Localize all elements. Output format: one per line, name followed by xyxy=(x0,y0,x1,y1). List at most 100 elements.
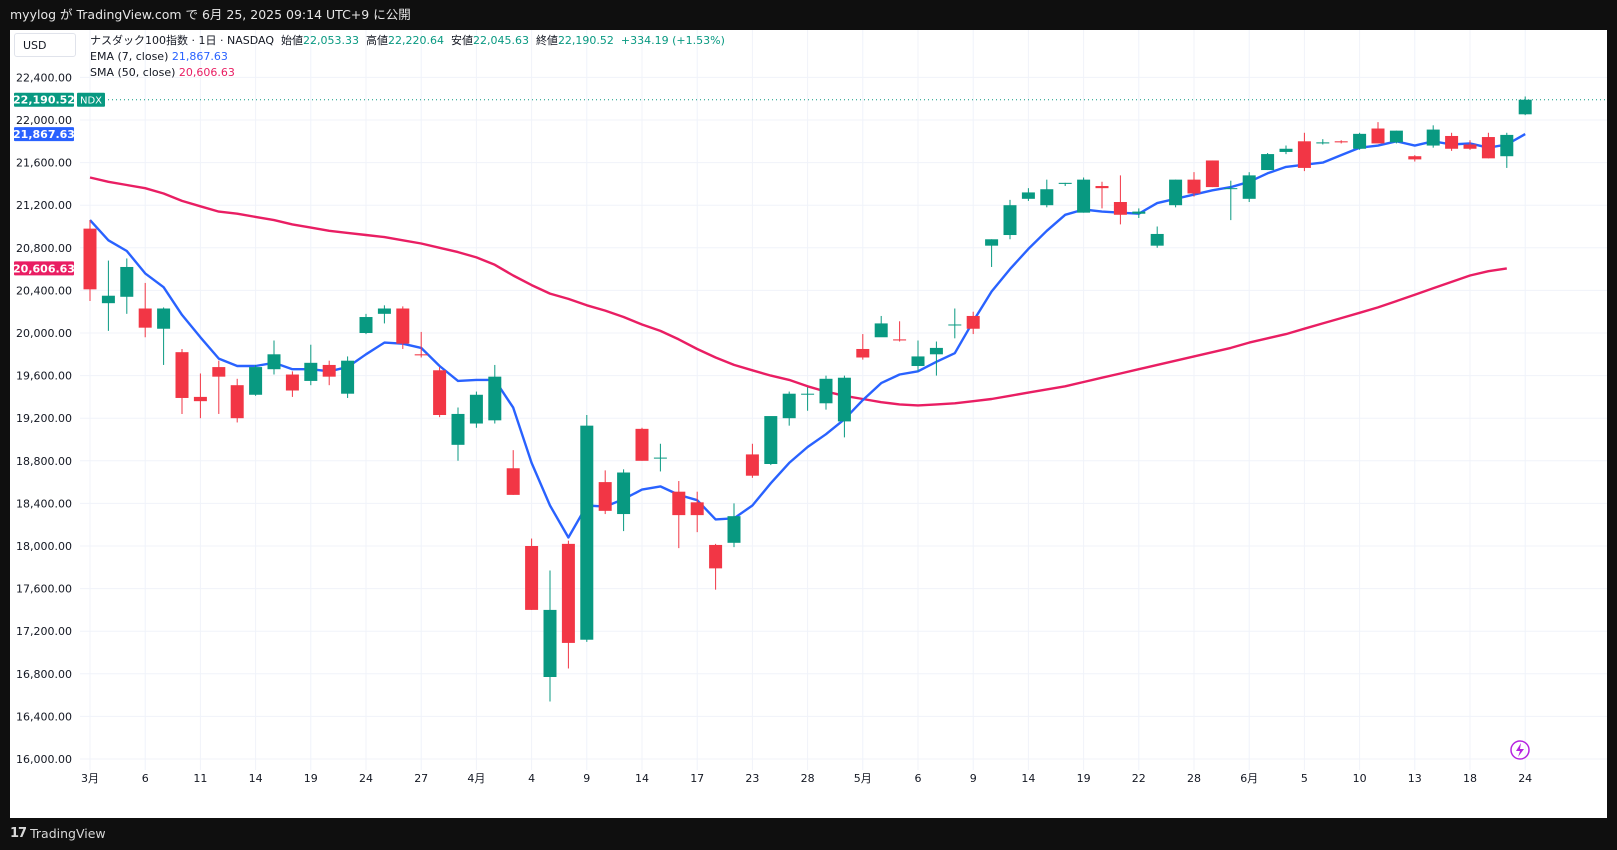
candle-body xyxy=(1389,130,1403,143)
candle[interactable] xyxy=(1445,132,1459,151)
candle[interactable] xyxy=(727,503,741,548)
candle[interactable] xyxy=(193,373,207,419)
candle[interactable] xyxy=(157,307,171,365)
candle[interactable] xyxy=(819,375,833,410)
candle[interactable] xyxy=(1500,132,1514,168)
candle[interactable] xyxy=(672,481,686,549)
sma-line[interactable] xyxy=(89,176,1507,407)
candle[interactable] xyxy=(690,491,704,533)
candle[interactable] xyxy=(341,356,355,398)
candle[interactable] xyxy=(1113,175,1127,225)
candle[interactable] xyxy=(433,367,447,418)
candle[interactable] xyxy=(653,443,667,472)
candle[interactable] xyxy=(230,378,244,423)
lightning-icon[interactable] xyxy=(1510,740,1530,760)
candle[interactable] xyxy=(837,375,851,438)
candle[interactable] xyxy=(1169,179,1183,208)
candle[interactable] xyxy=(506,450,520,495)
candle[interactable] xyxy=(764,416,778,466)
candle[interactable] xyxy=(1426,125,1440,148)
candle[interactable] xyxy=(285,371,299,397)
x-tick-label: 22 xyxy=(1132,772,1146,785)
candle[interactable] xyxy=(598,470,612,515)
candle[interactable] xyxy=(1021,188,1035,201)
candle[interactable] xyxy=(561,540,575,669)
candle[interactable] xyxy=(396,306,410,349)
candle[interactable] xyxy=(101,260,115,331)
candle[interactable] xyxy=(1150,226,1164,248)
candle[interactable] xyxy=(874,315,888,338)
candle[interactable] xyxy=(1297,132,1311,172)
candle[interactable] xyxy=(1095,181,1109,209)
chart-panel[interactable]: 16,000.00 16,400.00 16,800.00 17,200.00 17,6… xyxy=(10,30,1607,818)
candle[interactable] xyxy=(322,360,336,386)
candle[interactable] xyxy=(83,220,97,302)
candle-body xyxy=(322,364,336,377)
candle[interactable] xyxy=(414,331,428,358)
symbol-row[interactable]: ナスダック100指数 · 1日 · NASDAQ 始値22,053.33 高値2… xyxy=(90,33,725,49)
y-tick-label: 18,800.00 xyxy=(16,455,72,468)
candle[interactable] xyxy=(267,340,281,375)
candle-body xyxy=(1518,99,1532,115)
candle[interactable] xyxy=(1316,139,1330,145)
candle[interactable] xyxy=(1353,132,1367,150)
candle[interactable] xyxy=(745,443,759,478)
candle[interactable] xyxy=(893,321,907,342)
candle[interactable] xyxy=(1205,160,1219,188)
candle[interactable] xyxy=(451,407,465,461)
candle[interactable] xyxy=(304,344,318,386)
candle[interactable] xyxy=(635,427,649,461)
candle[interactable] xyxy=(469,391,483,428)
price-chart[interactable]: 16,000.00 16,400.00 16,800.00 17,200.00 17,6… xyxy=(10,30,1607,818)
candle[interactable] xyxy=(1040,179,1054,208)
candle[interactable] xyxy=(138,282,152,338)
candle[interactable] xyxy=(580,415,594,642)
sma-row[interactable]: SMA (50, close) 20,606.63 xyxy=(90,65,725,81)
candle[interactable] xyxy=(1463,140,1477,150)
candle[interactable] xyxy=(525,538,539,610)
candle[interactable] xyxy=(359,313,373,335)
candle[interactable] xyxy=(1077,177,1091,213)
candle[interactable] xyxy=(801,387,815,411)
candle[interactable] xyxy=(377,305,391,324)
candle-body xyxy=(1150,233,1164,246)
candle[interactable] xyxy=(1481,132,1495,159)
candle[interactable] xyxy=(856,334,870,360)
candle[interactable] xyxy=(1518,96,1532,116)
svg-text:20,606.63: 20,606.63 xyxy=(13,262,75,275)
candle-body xyxy=(801,393,815,395)
candle[interactable] xyxy=(1224,180,1238,221)
candle[interactable] xyxy=(1132,208,1146,218)
low-value: 22,045.63 xyxy=(472,34,529,47)
candle[interactable] xyxy=(929,341,943,376)
candle[interactable] xyxy=(120,258,134,314)
candle[interactable] xyxy=(948,308,962,339)
candle[interactable] xyxy=(543,570,557,702)
candle[interactable] xyxy=(782,391,796,426)
candle[interactable] xyxy=(1242,172,1256,203)
candle[interactable] xyxy=(1334,140,1348,144)
currency-selector[interactable]: USD xyxy=(14,33,76,57)
candle[interactable] xyxy=(1187,172,1201,197)
candle[interactable] xyxy=(1371,122,1385,144)
candle[interactable] xyxy=(617,469,631,532)
candle[interactable] xyxy=(1389,130,1403,144)
candle[interactable] xyxy=(1408,155,1422,162)
candle-body xyxy=(433,370,447,416)
candle[interactable] xyxy=(1003,199,1017,240)
ema-row[interactable]: EMA (7, close) 21,867.63 xyxy=(90,49,725,65)
candle[interactable] xyxy=(249,364,263,396)
candle[interactable] xyxy=(175,348,189,414)
candle[interactable] xyxy=(1279,145,1293,155)
footer-brand[interactable]: 17 TradingView xyxy=(10,824,106,844)
candle[interactable] xyxy=(212,360,226,414)
candle[interactable] xyxy=(1261,153,1275,171)
candle[interactable] xyxy=(1058,182,1072,187)
candle[interactable] xyxy=(911,340,925,372)
candle[interactable] xyxy=(985,239,999,267)
candle-body xyxy=(1445,135,1459,149)
candle[interactable] xyxy=(709,543,723,590)
x-tick-label: 18 xyxy=(1463,772,1477,785)
candle[interactable] xyxy=(488,364,502,424)
candle[interactable] xyxy=(966,311,980,335)
